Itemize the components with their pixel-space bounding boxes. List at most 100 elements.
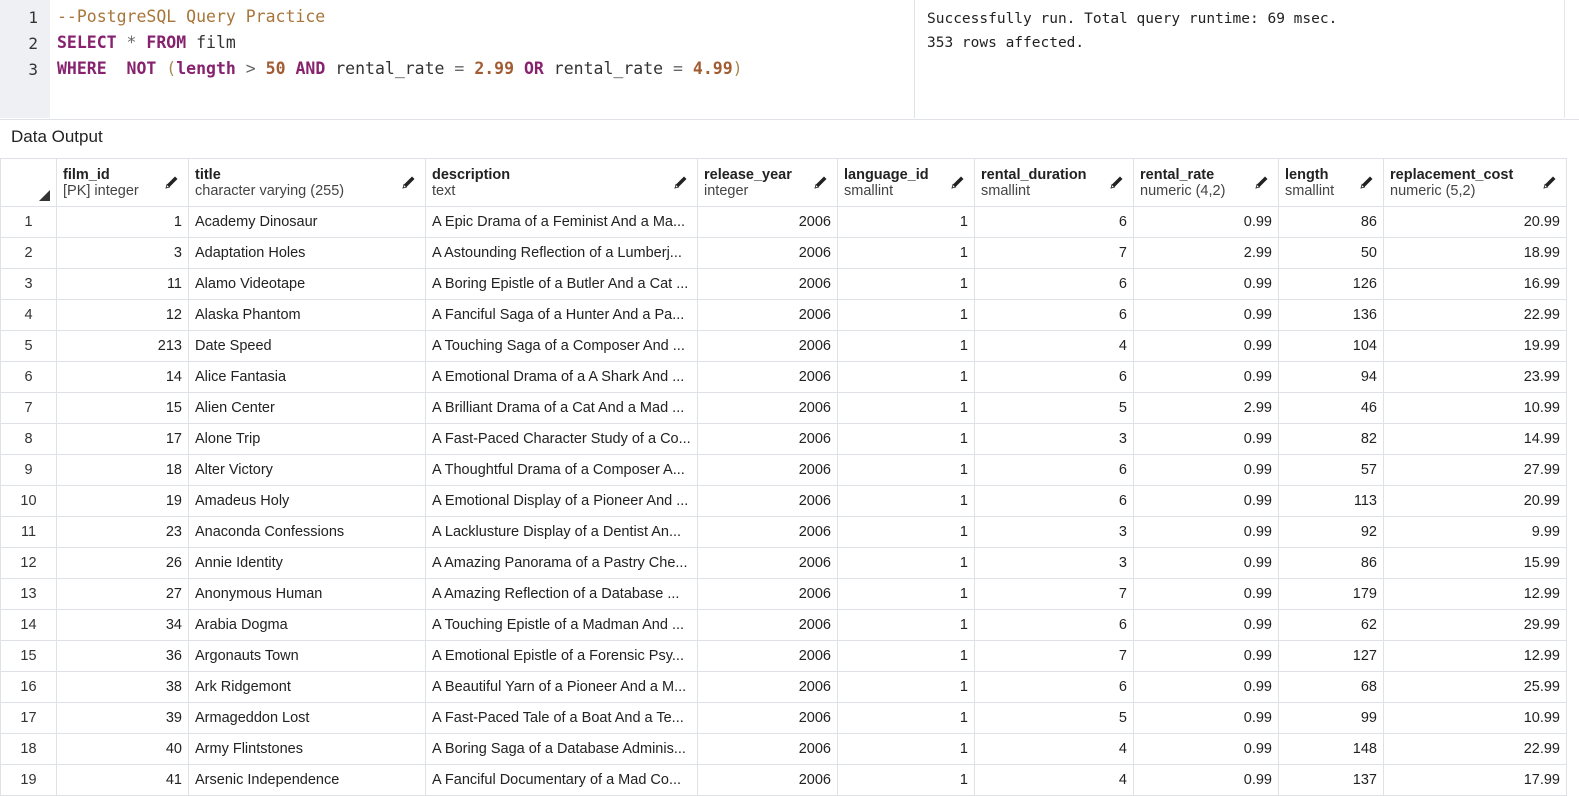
cell-rental-duration[interactable]: 7 xyxy=(975,641,1134,672)
cell-description[interactable]: A Fanciful Saga of a Hunter And a Pa... xyxy=(426,300,698,331)
cell-rental-rate[interactable]: 0.99 xyxy=(1134,455,1279,486)
cell-release-year[interactable]: 2006 xyxy=(698,269,838,300)
select-all-corner[interactable] xyxy=(1,159,57,207)
cell-rental-duration[interactable]: 7 xyxy=(975,579,1134,610)
cell-rental-rate[interactable]: 0.99 xyxy=(1134,703,1279,734)
cell-replacement-cost[interactable]: 20.99 xyxy=(1384,486,1567,517)
cell-film-id[interactable]: 11 xyxy=(57,269,189,300)
row-number[interactable]: 12 xyxy=(1,548,57,579)
cell-language-id[interactable]: 1 xyxy=(838,207,975,238)
cell-description[interactable]: A Touching Epistle of a Madman And ... xyxy=(426,610,698,641)
cell-release-year[interactable]: 2006 xyxy=(698,362,838,393)
cell-replacement-cost[interactable]: 10.99 xyxy=(1384,703,1567,734)
cell-replacement-cost[interactable]: 18.99 xyxy=(1384,238,1567,269)
cell-language-id[interactable]: 1 xyxy=(838,238,975,269)
cell-rental-rate[interactable]: 0.99 xyxy=(1134,610,1279,641)
cell-replacement-cost[interactable]: 17.99 xyxy=(1384,765,1567,796)
cell-title[interactable]: Armageddon Lost xyxy=(189,703,426,734)
table-row[interactable]: 10 19 Amadeus Holy A Emotional Display of a… xyxy=(1,486,1567,517)
cell-description[interactable]: A Brilliant Drama of a Cat And a Mad ... xyxy=(426,393,698,424)
cell-replacement-cost[interactable]: 15.99 xyxy=(1384,548,1567,579)
cell-language-id[interactable]: 1 xyxy=(838,486,975,517)
cell-rental-rate[interactable]: 0.99 xyxy=(1134,331,1279,362)
cell-replacement-cost[interactable]: 12.99 xyxy=(1384,579,1567,610)
cell-language-id[interactable]: 1 xyxy=(838,641,975,672)
cell-release-year[interactable]: 2006 xyxy=(698,424,838,455)
cell-release-year[interactable]: 2006 xyxy=(698,548,838,579)
cell-film-id[interactable]: 213 xyxy=(57,331,189,362)
cell-replacement-cost[interactable]: 22.99 xyxy=(1384,300,1567,331)
data-output-title[interactable]: Data Output xyxy=(11,127,103,147)
edit-pencil-icon[interactable] xyxy=(401,174,417,190)
cell-rental-duration[interactable]: 3 xyxy=(975,548,1134,579)
cell-title[interactable]: Annie Identity xyxy=(189,548,426,579)
cell-film-id[interactable]: 15 xyxy=(57,393,189,424)
cell-rental-duration[interactable]: 6 xyxy=(975,207,1134,238)
cell-length[interactable]: 137 xyxy=(1279,765,1384,796)
cell-title[interactable]: Argonauts Town xyxy=(189,641,426,672)
cell-film-id[interactable]: 34 xyxy=(57,610,189,641)
row-number[interactable]: 19 xyxy=(1,765,57,796)
cell-description[interactable]: A Fast-Paced Tale of a Boat And a Te... xyxy=(426,703,698,734)
row-number[interactable]: 15 xyxy=(1,641,57,672)
cell-title[interactable]: Amadeus Holy xyxy=(189,486,426,517)
row-number[interactable]: 2 xyxy=(1,238,57,269)
cell-language-id[interactable]: 1 xyxy=(838,734,975,765)
cell-rental-rate[interactable]: 0.99 xyxy=(1134,734,1279,765)
cell-description[interactable]: A Emotional Drama of a A Shark And ... xyxy=(426,362,698,393)
cell-length[interactable]: 104 xyxy=(1279,331,1384,362)
cell-film-id[interactable]: 41 xyxy=(57,765,189,796)
cell-length[interactable]: 99 xyxy=(1279,703,1384,734)
messages-scrollbar[interactable] xyxy=(1564,0,1579,118)
cell-release-year[interactable]: 2006 xyxy=(698,455,838,486)
column-header-description[interactable]: description text xyxy=(426,159,698,207)
cell-length[interactable]: 86 xyxy=(1279,548,1384,579)
cell-replacement-cost[interactable]: 16.99 xyxy=(1384,269,1567,300)
cell-description[interactable]: A Amazing Panorama of a Pastry Che... xyxy=(426,548,698,579)
column-header-replacement-cost[interactable]: replacement_cost numeric (5,2) xyxy=(1384,159,1567,207)
cell-replacement-cost[interactable]: 19.99 xyxy=(1384,331,1567,362)
column-header-release-year[interactable]: release_year integer xyxy=(698,159,838,207)
cell-description[interactable]: A Amazing Reflection of a Database ... xyxy=(426,579,698,610)
table-row[interactable]: 1 1 Academy Dinosaur A Epic Drama of a Femi… xyxy=(1,207,1567,238)
cell-description[interactable]: A Fast-Paced Character Study of a Co... xyxy=(426,424,698,455)
cell-release-year[interactable]: 2006 xyxy=(698,641,838,672)
cell-length[interactable]: 113 xyxy=(1279,486,1384,517)
cell-language-id[interactable]: 1 xyxy=(838,517,975,548)
cell-language-id[interactable]: 1 xyxy=(838,610,975,641)
cell-language-id[interactable]: 1 xyxy=(838,672,975,703)
cell-release-year[interactable]: 2006 xyxy=(698,300,838,331)
cell-title[interactable]: Date Speed xyxy=(189,331,426,362)
cell-description[interactable]: A Astounding Reflection of a Lumberj... xyxy=(426,238,698,269)
cell-rental-rate[interactable]: 0.99 xyxy=(1134,641,1279,672)
cell-title[interactable]: Academy Dinosaur xyxy=(189,207,426,238)
cell-film-id[interactable]: 19 xyxy=(57,486,189,517)
cell-description[interactable]: A Emotional Epistle of a Forensic Psy... xyxy=(426,641,698,672)
column-header-length[interactable]: length smallint xyxy=(1279,159,1384,207)
table-row[interactable]: 8 17 Alone Trip A Fast-Paced Character Stud… xyxy=(1,424,1567,455)
row-number[interactable]: 8 xyxy=(1,424,57,455)
table-row[interactable]: 18 40 Army Flintstones A Boring Saga of a D… xyxy=(1,734,1567,765)
cell-release-year[interactable]: 2006 xyxy=(698,207,838,238)
row-number[interactable]: 6 xyxy=(1,362,57,393)
cell-release-year[interactable]: 2006 xyxy=(698,393,838,424)
cell-rental-duration[interactable]: 3 xyxy=(975,424,1134,455)
cell-length[interactable]: 82 xyxy=(1279,424,1384,455)
cell-release-year[interactable]: 2006 xyxy=(698,486,838,517)
cell-replacement-cost[interactable]: 29.99 xyxy=(1384,610,1567,641)
cell-release-year[interactable]: 2006 xyxy=(698,703,838,734)
cell-film-id[interactable]: 38 xyxy=(57,672,189,703)
cell-film-id[interactable]: 27 xyxy=(57,579,189,610)
cell-film-id[interactable]: 23 xyxy=(57,517,189,548)
cell-rental-rate[interactable]: 0.99 xyxy=(1134,579,1279,610)
cell-title[interactable]: Alone Trip xyxy=(189,424,426,455)
cell-replacement-cost[interactable]: 14.99 xyxy=(1384,424,1567,455)
cell-rental-duration[interactable]: 6 xyxy=(975,486,1134,517)
cell-film-id[interactable]: 3 xyxy=(57,238,189,269)
cell-title[interactable]: Adaptation Holes xyxy=(189,238,426,269)
table-row[interactable]: 11 23 Anaconda Confessions A Lacklusture Di… xyxy=(1,517,1567,548)
row-number[interactable]: 11 xyxy=(1,517,57,548)
cell-length[interactable]: 62 xyxy=(1279,610,1384,641)
cell-description[interactable]: A Touching Saga of a Composer And ... xyxy=(426,331,698,362)
edit-pencil-icon[interactable] xyxy=(673,174,689,190)
